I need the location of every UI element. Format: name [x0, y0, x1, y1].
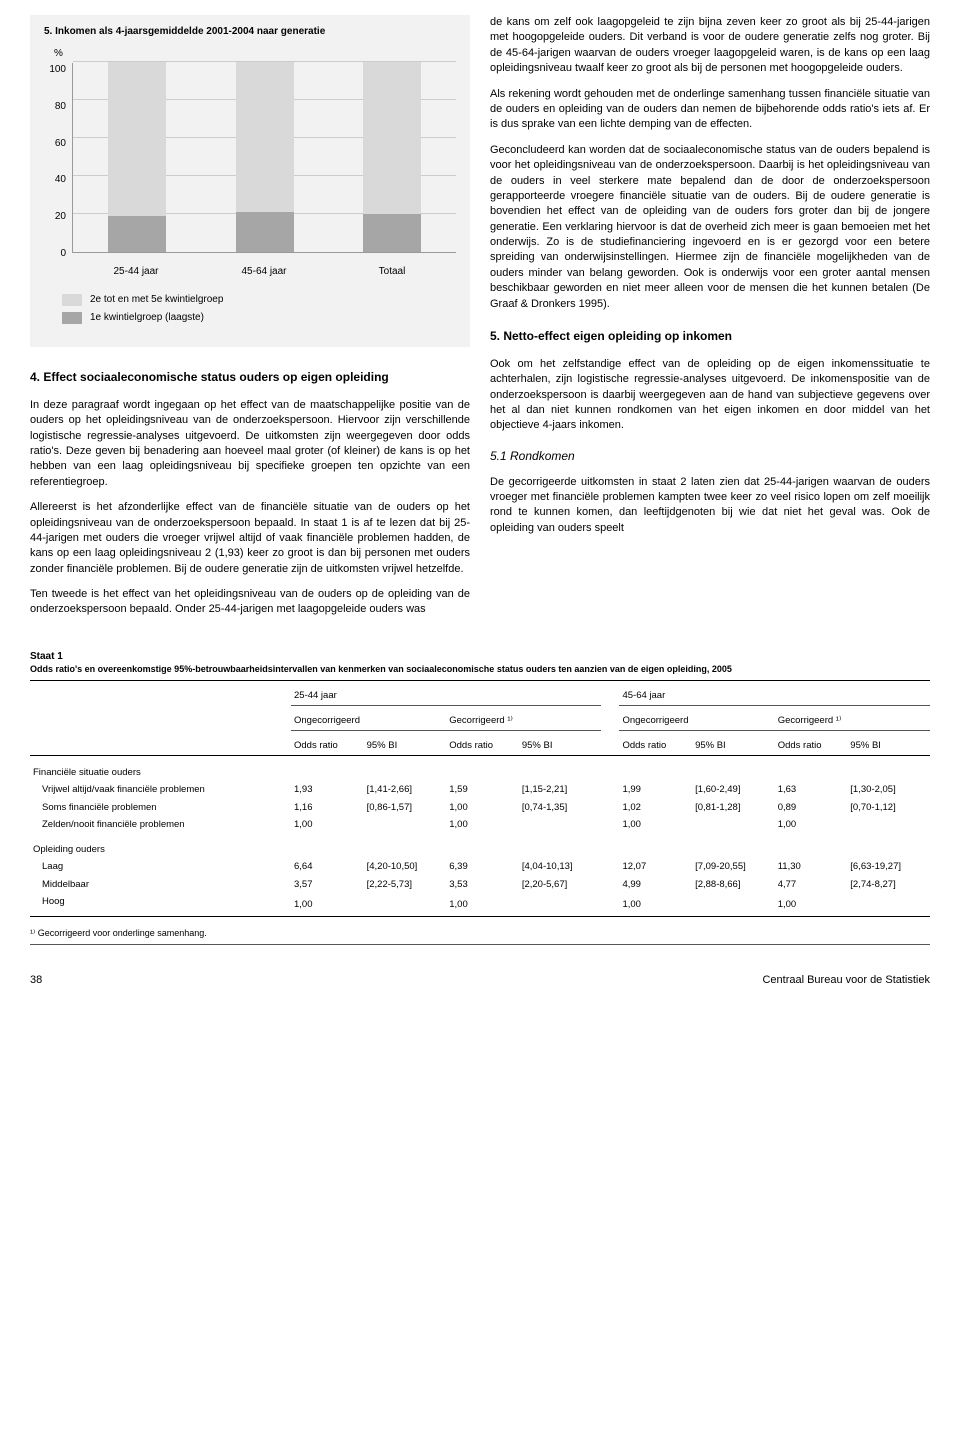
bar-segment-bottom: [236, 212, 294, 252]
bar-group: [201, 63, 329, 252]
table-row: Soms financiële problemen1,16[0,86-1,57]…: [30, 799, 930, 816]
y-tick: 0: [44, 247, 66, 261]
bar-group: [328, 63, 456, 252]
body-text: Geconcludeerd kan worden dat de sociaale…: [490, 143, 930, 312]
y-tick: 80: [44, 100, 66, 114]
col-bi: 95% BI: [364, 731, 447, 756]
x-label: 45-64 jaar: [200, 265, 328, 279]
col-or: Odds ratio: [291, 731, 364, 756]
y-axis: 100 80 60 40 20 0: [44, 63, 72, 261]
row-group-head: Opleiding ouders: [30, 841, 291, 858]
y-tick: 60: [44, 137, 66, 151]
legend-swatch: [62, 312, 82, 324]
y-unit: %: [54, 47, 456, 61]
legend-label: 2e tot en met 5e kwintielgroep: [90, 293, 223, 307]
x-axis: 25-44 jaar 45-64 jaar Totaal: [72, 265, 456, 279]
body-text: De gecorrigeerde uitkomsten in staat 2 l…: [490, 475, 930, 537]
col-ong: Ongecorrigeerd: [291, 705, 446, 730]
page-number: 38: [30, 973, 42, 988]
body-text: Allereerst is het afzonderlijke effect v…: [30, 500, 470, 577]
staat-title: Staat 1: [30, 650, 930, 664]
y-tick: 40: [44, 173, 66, 187]
y-tick: 100: [44, 63, 66, 77]
body-text: Ten tweede is het effect van het opleidi…: [30, 587, 470, 618]
body-text: de kans om zelf ook laagopgeleid te zijn…: [490, 15, 930, 77]
staat-1-block: Staat 1 Odds ratio's en overeenkomstige …: [30, 650, 930, 945]
page-footer: 38 Centraal Bureau voor de Statistiek: [30, 973, 930, 988]
section-heading-5: 5. Netto-effect eigen opleiding op inkom…: [490, 328, 930, 345]
table-row: Hoog1,001,001,001,00: [30, 893, 930, 917]
bar-segment-top: [108, 62, 166, 216]
table-footnote: ¹⁾ Gecorrigeerd voor onderlinge samenhan…: [30, 927, 930, 940]
col-bi: 95% BI: [519, 731, 602, 756]
col-ong: Ongecorrigeerd: [619, 705, 774, 730]
chart-title: 5. Inkomen als 4-jaarsgemiddelde 2001-20…: [44, 25, 456, 39]
subheading-5-1: 5.1 Rondkomen: [490, 448, 930, 465]
col-or: Odds ratio: [775, 731, 848, 756]
body-text: Als rekening wordt gehouden met de onder…: [490, 87, 930, 133]
col-or: Odds ratio: [619, 731, 692, 756]
table-row: Laag6,64[4,20-10,50]6,39[4,04-10,13]12,0…: [30, 858, 930, 875]
legend-swatch: [62, 294, 82, 306]
staat-table: 25-44 jaar 45-64 jaar Ongecorrigeerd Gec…: [30, 680, 930, 918]
col-age-b: 45-64 jaar: [619, 680, 930, 705]
y-tick: 20: [44, 210, 66, 224]
col-gec: Gecorrigeerd ¹⁾: [446, 705, 601, 730]
bar-segment-top: [236, 62, 294, 212]
publisher: Centraal Bureau voor de Statistiek: [762, 973, 930, 988]
table-row: Zelden/nooit financiële problemen1,001,0…: [30, 816, 930, 833]
col-gec: Gecorrigeerd ¹⁾: [775, 705, 930, 730]
bar-segment-top: [363, 62, 421, 214]
plot-area: [72, 63, 456, 253]
col-or: Odds ratio: [446, 731, 519, 756]
legend-item: 2e tot en met 5e kwintielgroep: [62, 293, 456, 307]
staat-subtitle: Odds ratio's en overeenkomstige 95%-betr…: [30, 664, 930, 676]
section-heading-4: 4. Effect sociaaleconomische status oude…: [30, 369, 470, 386]
legend-item: 1e kwintielgroep (laagste): [62, 311, 456, 325]
x-label: 25-44 jaar: [72, 265, 200, 279]
col-bi: 95% BI: [847, 731, 930, 756]
bar-group: [73, 63, 201, 252]
col-bi: 95% BI: [692, 731, 775, 756]
x-label: Totaal: [328, 265, 456, 279]
col-age-a: 25-44 jaar: [291, 680, 601, 705]
bar-segment-bottom: [108, 216, 166, 252]
legend-label: 1e kwintielgroep (laagste): [90, 311, 204, 325]
body-text: In deze paragraaf wordt ingegaan op het …: [30, 398, 470, 490]
table-row: Vrijwel altijd/vaak financiële problemen…: [30, 781, 930, 798]
legend: 2e tot en met 5e kwintielgroep 1e kwinti…: [62, 293, 456, 325]
bar-segment-bottom: [363, 214, 421, 252]
table-row: Middelbaar3,57[2,22-5,73]3,53[2,20-5,67]…: [30, 876, 930, 893]
row-group-head: Financiële situatie ouders: [30, 764, 291, 781]
chart-panel: 5. Inkomen als 4-jaarsgemiddelde 2001-20…: [30, 15, 470, 347]
body-text: Ook om het zelfstandige effect van de op…: [490, 357, 930, 434]
